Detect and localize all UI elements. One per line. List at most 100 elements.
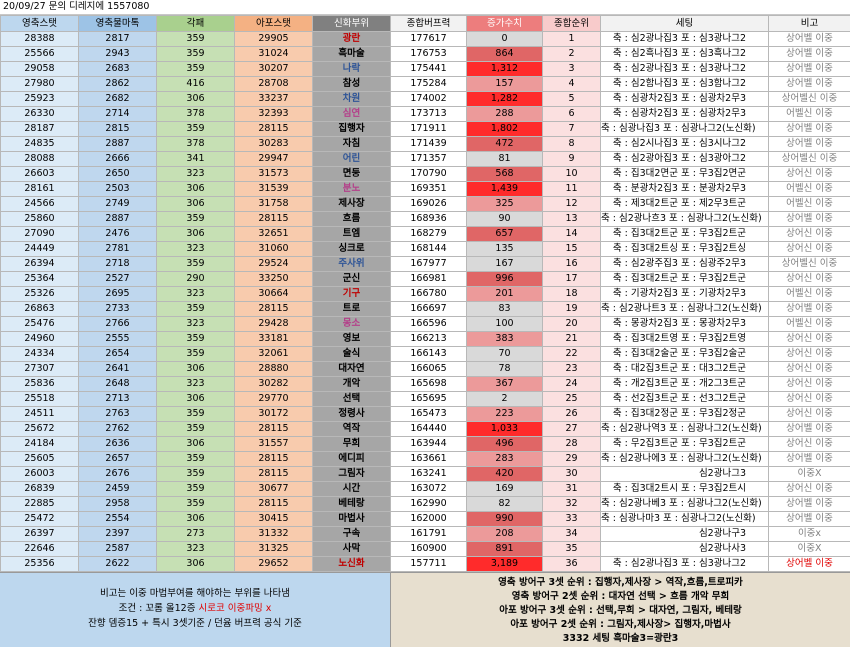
overall-rank: 3 — [543, 62, 601, 77]
column-header[interactable]: 비고 — [769, 16, 850, 32]
myth-part: 나락 — [313, 62, 391, 77]
stat-value: 24449 — [1, 242, 79, 257]
lb-value: 2657 — [79, 452, 157, 467]
note-text: 상어신 이중 — [769, 362, 850, 377]
increase-value: 568 — [467, 167, 543, 182]
buff-total: 174002 — [391, 92, 467, 107]
setting-text: 축 : 집3대2정군 포 : 무3집2정군 — [601, 407, 769, 422]
overall-rank: 29 — [543, 452, 601, 467]
rank-value: 359 — [157, 62, 235, 77]
increase-value: 70 — [467, 347, 543, 362]
lb-value: 2958 — [79, 497, 157, 512]
column-header[interactable]: 신화부위 — [313, 16, 391, 32]
lb-value: 2555 — [79, 332, 157, 347]
lb-value: 2554 — [79, 512, 157, 527]
setting-text: 축 : 심2광나집3 포 : 심3광나그2 — [601, 32, 769, 47]
column-header[interactable]: 종합순위 — [543, 16, 601, 32]
rank-value: 359 — [157, 407, 235, 422]
setting-text: 축 : 심2광나흐3 포 : 심광나그2(노신화) — [601, 212, 769, 227]
rank-value: 359 — [157, 257, 235, 272]
overall-rank: 1 — [543, 32, 601, 47]
setting-text: 축 : 집3대2면군 포 : 무3집2면군 — [601, 167, 769, 182]
overall-rank: 34 — [543, 527, 601, 542]
rank-value: 359 — [157, 122, 235, 137]
apo-stat-value: 33250 — [235, 272, 313, 287]
increase-value: 288 — [467, 107, 543, 122]
note-text: 어벨신 이중 — [769, 107, 850, 122]
stat-value: 26863 — [1, 302, 79, 317]
overall-rank: 9 — [543, 152, 601, 167]
buff-total: 176753 — [391, 47, 467, 62]
increase-value: 82 — [467, 497, 543, 512]
myth-part: 기구 — [313, 287, 391, 302]
increase-value: 201 — [467, 287, 543, 302]
overall-rank: 12 — [543, 197, 601, 212]
increase-value: 135 — [467, 242, 543, 257]
column-header[interactable]: 증가수치 — [467, 16, 543, 32]
column-header[interactable]: 종합버프력 — [391, 16, 467, 32]
note-text: 상어벨 이중 — [769, 212, 850, 227]
setting-text: 축 : 제3대2트군 포 : 제2무3트군 — [601, 197, 769, 212]
myth-part: 시간 — [313, 482, 391, 497]
column-header[interactable]: 영축물마톡 — [79, 16, 157, 32]
lb-value: 2476 — [79, 227, 157, 242]
buff-total: 167977 — [391, 257, 467, 272]
lb-value: 2817 — [79, 32, 157, 47]
apo-stat-value: 31573 — [235, 167, 313, 182]
stat-value: 26603 — [1, 167, 79, 182]
column-header[interactable]: 각패 — [157, 16, 235, 32]
rank-value: 359 — [157, 482, 235, 497]
apo-stat-value: 28708 — [235, 77, 313, 92]
apo-stat-value: 30172 — [235, 407, 313, 422]
increase-value: 0 — [467, 32, 543, 47]
overall-rank: 22 — [543, 347, 601, 362]
apo-stat-value: 32651 — [235, 227, 313, 242]
note-text: 상어신 이중 — [769, 377, 850, 392]
lb-value: 2749 — [79, 197, 157, 212]
apo-stat-value: 31557 — [235, 437, 313, 452]
note-text: 상어벨신 이중 — [769, 257, 850, 272]
buff-total: 166143 — [391, 347, 467, 362]
column-header[interactable]: 영축스탯 — [1, 16, 79, 32]
myth-part: 술식 — [313, 347, 391, 362]
note-text: 상어벨 이중 — [769, 422, 850, 437]
stat-value: 25923 — [1, 92, 79, 107]
column-header[interactable]: 세팅 — [601, 16, 769, 32]
rank-value: 416 — [157, 77, 235, 92]
apo-stat-value: 28880 — [235, 362, 313, 377]
overall-rank: 26 — [543, 407, 601, 422]
myth-part: 사막 — [313, 542, 391, 557]
buff-total: 165695 — [391, 392, 467, 407]
note-text: 상어신 이중 — [769, 347, 850, 362]
myth-part: 구속 — [313, 527, 391, 542]
rank-value: 306 — [157, 227, 235, 242]
increase-value: 208 — [467, 527, 543, 542]
lb-value: 2683 — [79, 62, 157, 77]
stat-value: 28088 — [1, 152, 79, 167]
stat-value: 26330 — [1, 107, 79, 122]
myth-part: 정령사 — [313, 407, 391, 422]
column-header[interactable]: 아포스탯 — [235, 16, 313, 32]
increase-value: 1,033 — [467, 422, 543, 437]
buff-total: 166213 — [391, 332, 467, 347]
overall-rank: 15 — [543, 242, 601, 257]
sheet-title: 20/09/27 문의 디레지에 1557080 — [0, 0, 850, 15]
apo-stat-value: 29524 — [235, 257, 313, 272]
setting-text: 심2광나사3 — [601, 542, 769, 557]
setting-text: 축 : 집3대2트군 포 : 무3집2트군 — [601, 227, 769, 242]
lb-value: 2862 — [79, 77, 157, 92]
apo-stat-value: 32061 — [235, 347, 313, 362]
lb-value: 2887 — [79, 137, 157, 152]
stat-value: 26839 — [1, 482, 79, 497]
increase-value: 472 — [467, 137, 543, 152]
stat-value: 25605 — [1, 452, 79, 467]
